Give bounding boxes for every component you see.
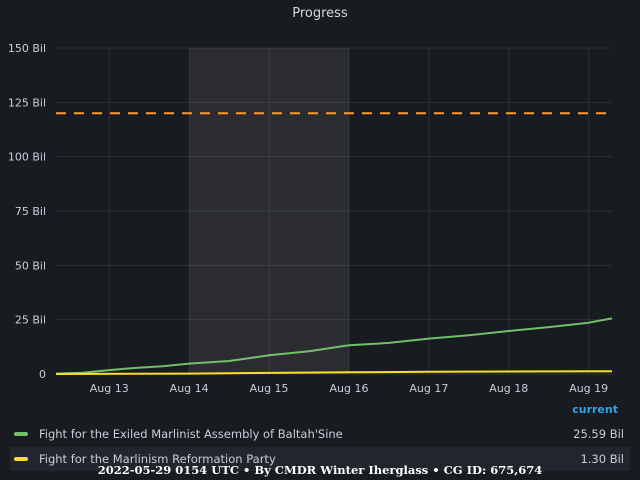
highlight-region [189,48,349,374]
legend-label: Fight for the Marlinism Reformation Part… [39,452,276,466]
legend-item-series-1[interactable]: Fight for the Marlinism Reformation Part… [10,447,630,471]
series-line-0 [55,317,613,375]
progress-chart: 0 25 Bil 50 Bil 75 Bil 100 Bil 125 Bil 150 Bil… [8,42,613,395]
chart-title: Progress [292,6,348,21]
legend-current-value: 25.59 Bil [573,427,624,441]
x-tick-label: Aug 17 [409,382,448,395]
legend-swatch-0 [14,432,28,436]
grid [56,47,612,375]
legend-current-value: 1.30 Bil [580,452,624,466]
legend-swatch-1 [14,457,28,461]
x-tick-label: Aug 18 [489,382,528,395]
footer-credit: 2022-05-29 0154 UTC • By CMDR Winter Ihe… [97,463,543,477]
y-tick-label: 50 Bil [15,259,46,272]
legend-label: Fight for the Exiled Marlinist Assembly … [39,427,343,441]
y-tick-label: 100 Bil [8,151,46,164]
x-tick-label: Aug 15 [250,382,289,395]
legend-item-series-0[interactable]: Fight for the Exiled Marlinist Assembly … [10,422,630,446]
series-lines [55,317,613,375]
y-tick-label: 75 Bil [15,205,46,218]
y-axis-ticks: 0 25 Bil 50 Bil 75 Bil 100 Bil 125 Bil 150 Bil [8,42,46,381]
y-tick-label: 25 Bil [15,314,46,327]
y-tick-label: 150 Bil [8,42,46,55]
series-line-1 [55,370,613,375]
legend-current-header[interactable]: current [572,403,618,416]
x-tick-label: Aug 14 [170,382,209,395]
y-tick-label: 125 Bil [8,96,46,109]
x-axis-ticks: Aug 13 Aug 14 Aug 15 Aug 16 Aug 17 Aug 18 Aug … [90,382,608,395]
y-tick-label: 0 [39,368,46,381]
highlight-band [189,48,349,374]
x-tick-label: Aug 16 [329,382,368,395]
x-tick-label: Aug 19 [569,382,608,395]
x-tick-label: Aug 13 [90,382,129,395]
